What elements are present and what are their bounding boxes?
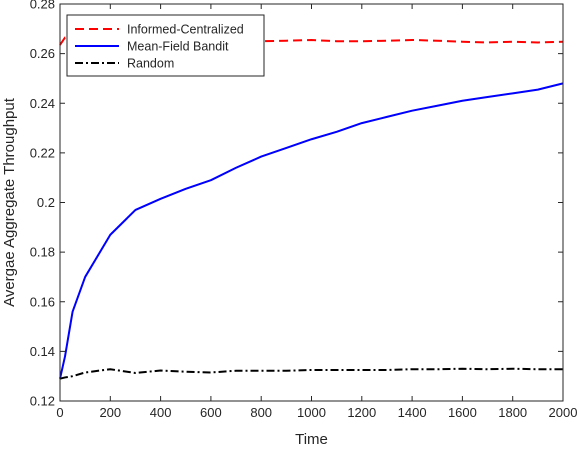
- legend-label: Random: [127, 57, 174, 71]
- y-tick-label: 0.24: [30, 96, 55, 111]
- y-tick-label: 0.2: [37, 195, 55, 210]
- legend-label: Mean-Field Bandit: [127, 40, 229, 54]
- y-tick-label: 0.26: [30, 46, 55, 61]
- legend-label: Informed-Centralized: [127, 23, 244, 37]
- y-tick-label: 0.28: [30, 0, 55, 12]
- y-axis-label: Avergae Aggregate Throughput: [1, 97, 18, 307]
- x-tick-label: 200: [99, 405, 121, 420]
- x-tick-label: 2000: [549, 405, 578, 420]
- x-tick-label: 0: [56, 405, 63, 420]
- series-line-2: [59, 82, 564, 379]
- y-tick-label: 0.22: [30, 145, 55, 160]
- y-tick-label: 0.16: [30, 294, 55, 309]
- legend: Informed-Centralized Mean-Field Bandit Ran…: [66, 14, 265, 77]
- x-tick-label: 1600: [448, 405, 477, 420]
- x-axis-label: Time: [295, 431, 328, 446]
- y-tick-label: 0.18: [30, 245, 55, 260]
- x-tick-label: 1200: [347, 405, 376, 420]
- y-tick-label: 0.12: [30, 394, 55, 409]
- x-tick-label: 1400: [398, 405, 427, 420]
- series-line-3: [59, 367, 563, 380]
- x-tick-label: 1000: [297, 405, 326, 420]
- series-lines: [59, 36, 564, 380]
- x-tick-label: 1800: [498, 405, 527, 420]
- x-tick-label: 800: [250, 405, 272, 420]
- x-tick-label: 400: [150, 405, 172, 420]
- axis-ticks: 0 200 400 600 800 1000 1200 1400 1600 1800 2000 0.1…: [30, 0, 578, 420]
- y-tick-label: 0.14: [30, 344, 55, 359]
- x-tick-label: 600: [200, 405, 222, 420]
